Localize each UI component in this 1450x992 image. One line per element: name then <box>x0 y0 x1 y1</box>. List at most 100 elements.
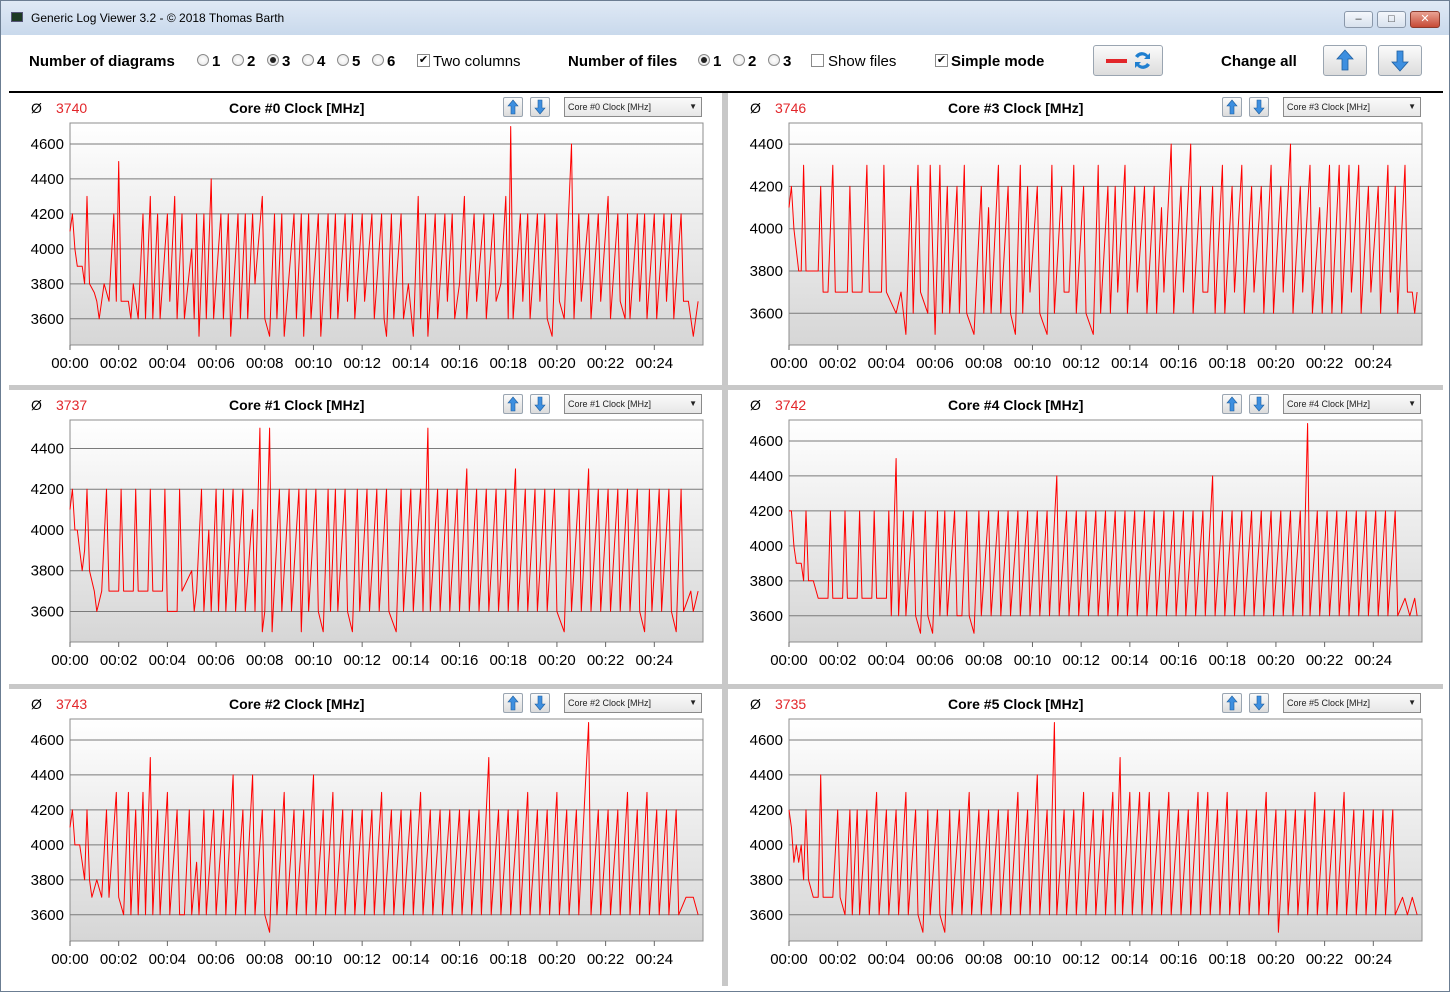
line-chart[interactable]: 3600 3800 4000 4200 4400 4600 00:00 00:02 00:04 0… <box>9 717 723 981</box>
average-symbol: Ø <box>31 397 42 413</box>
x-tick-label: 00:22 <box>587 355 625 372</box>
move-down-button[interactable] <box>530 693 550 713</box>
x-tick-label: 00:10 <box>1014 355 1052 372</box>
average-symbol: Ø <box>750 100 761 116</box>
sensor-select[interactable]: Core #0 Clock [MHz] ▼ <box>564 97 702 117</box>
x-tick-label: 00:16 <box>1160 652 1198 669</box>
sensor-select[interactable]: Core #1 Clock [MHz] ▼ <box>564 394 702 414</box>
line-chart[interactable]: 3600 3800 4000 4200 4400 00:00 00:02 00:04 00:06… <box>728 121 1442 385</box>
maximize-icon: □ <box>1388 13 1395 25</box>
x-tick-label: 00:06 <box>916 355 954 372</box>
move-all-up-button[interactable] <box>1323 45 1367 76</box>
row-divider-2[interactable] <box>9 684 1443 689</box>
minimize-button[interactable]: – <box>1344 11 1373 28</box>
sensor-select[interactable]: Core #2 Clock [MHz] ▼ <box>564 693 702 713</box>
simple-mode-label: Simple mode <box>951 53 1045 70</box>
x-tick-label: 00:12 <box>343 652 381 669</box>
x-tick-label: 00:18 <box>489 355 527 372</box>
x-tick-label: 00:18 <box>1208 951 1246 968</box>
move-down-button[interactable] <box>1249 693 1269 713</box>
y-tick-label: 4600 <box>750 433 783 450</box>
x-tick-label: 00:06 <box>916 951 954 968</box>
diagrams-radio-label-6: 6 <box>387 53 396 70</box>
average-symbol: Ø <box>750 696 761 712</box>
sensor-select-value: Core #4 Clock [MHz] <box>1287 399 1371 409</box>
diagrams-radio-4[interactable] <box>302 54 314 66</box>
series-style-button[interactable] <box>1093 45 1163 76</box>
files-radio-3[interactable] <box>768 54 780 66</box>
two-columns-checkbox[interactable]: ✔ <box>417 54 430 67</box>
move-up-button[interactable] <box>503 394 523 414</box>
line-chart[interactable]: 3600 3800 4000 4200 4400 4600 00:00 00:02 00:04 0… <box>728 418 1442 682</box>
x-tick-label: 00:08 <box>965 355 1003 372</box>
move-up-button[interactable] <box>503 97 523 117</box>
move-up-button[interactable] <box>503 693 523 713</box>
row-divider-1[interactable] <box>9 385 1443 390</box>
files-radio-label-1: 1 <box>713 53 722 70</box>
x-tick-label: 00:16 <box>441 951 479 968</box>
line-chart[interactable]: 3600 3800 4000 4200 4400 4600 00:00 00:02 00:04 0… <box>728 717 1442 981</box>
sensor-select-value: Core #0 Clock [MHz] <box>568 102 652 112</box>
maximize-button[interactable]: □ <box>1377 11 1406 28</box>
x-tick-label: 00:20 <box>538 355 576 372</box>
move-down-button[interactable] <box>530 97 550 117</box>
sensor-select-value: Core #2 Clock [MHz] <box>568 698 652 708</box>
x-tick-label: 00:22 <box>1306 355 1344 372</box>
arrow-up-icon <box>1226 695 1238 711</box>
x-tick-label: 00:04 <box>868 355 906 372</box>
y-tick-label: 4000 <box>31 837 64 854</box>
line-swap-icon <box>1106 52 1150 69</box>
move-up-button[interactable] <box>1222 394 1242 414</box>
move-down-button[interactable] <box>1249 394 1269 414</box>
close-button[interactable]: ✕ <box>1410 11 1440 28</box>
y-tick-label: 4000 <box>750 221 783 238</box>
arrow-down-icon <box>534 695 546 711</box>
move-down-button[interactable] <box>1249 97 1269 117</box>
chart-title: Core #5 Clock [MHz] <box>948 696 1084 712</box>
diagrams-radio-1[interactable] <box>197 54 209 66</box>
files-radio-1[interactable] <box>698 54 710 66</box>
y-tick-label: 4600 <box>31 136 64 153</box>
arrow-down-icon <box>1253 695 1265 711</box>
diagrams-radio-6[interactable] <box>372 54 384 66</box>
move-up-button[interactable] <box>1222 693 1242 713</box>
move-all-down-button[interactable] <box>1378 45 1422 76</box>
column-divider[interactable] <box>722 93 728 986</box>
arrow-up-icon <box>1226 396 1238 412</box>
sensor-select[interactable]: Core #5 Clock [MHz] ▼ <box>1283 693 1421 713</box>
line-chart[interactable]: 3600 3800 4000 4200 4400 4600 00:00 00:02 00:04 0… <box>9 121 723 385</box>
x-tick-label: 00:24 <box>636 355 674 372</box>
move-down-button[interactable] <box>530 394 550 414</box>
x-tick-label: 00:10 <box>295 652 333 669</box>
diagrams-radio-5[interactable] <box>337 54 349 66</box>
x-tick-label: 00:24 <box>1355 652 1393 669</box>
chevron-down-icon: ▼ <box>689 399 697 408</box>
x-tick-label: 00:10 <box>295 951 333 968</box>
x-tick-label: 00:22 <box>587 951 625 968</box>
change-all-label: Change all <box>1221 53 1297 70</box>
series-line <box>69 126 699 337</box>
diagrams-radio-2[interactable] <box>232 54 244 66</box>
x-tick-label: 00:04 <box>868 652 906 669</box>
sensor-select[interactable]: Core #4 Clock [MHz] ▼ <box>1283 394 1421 414</box>
simple-mode-checkbox[interactable]: ✔ <box>935 54 948 67</box>
x-tick-label: 00:04 <box>149 951 187 968</box>
move-up-button[interactable] <box>1222 97 1242 117</box>
sensor-select[interactable]: Core #3 Clock [MHz] ▼ <box>1283 97 1421 117</box>
show-files-checkbox[interactable] <box>811 54 824 67</box>
chevron-down-icon: ▼ <box>1408 698 1416 707</box>
y-tick-label: 4400 <box>750 468 783 485</box>
line-chart[interactable]: 3600 3800 4000 4200 4400 00:00 00:02 00:04 00:06… <box>9 418 723 682</box>
arrow-up-icon <box>507 396 519 412</box>
files-radio-2[interactable] <box>733 54 745 66</box>
average-symbol: Ø <box>31 100 42 116</box>
diagrams-radio-3[interactable] <box>267 54 279 66</box>
average-value: 3743 <box>56 696 88 712</box>
plot-area <box>69 419 704 643</box>
x-tick-label: 00:18 <box>1208 652 1246 669</box>
x-tick-label: 00:24 <box>636 951 674 968</box>
x-tick-label: 00:16 <box>441 355 479 372</box>
x-tick-label: 00:04 <box>149 355 187 372</box>
x-tick-label: 00:22 <box>1306 951 1344 968</box>
